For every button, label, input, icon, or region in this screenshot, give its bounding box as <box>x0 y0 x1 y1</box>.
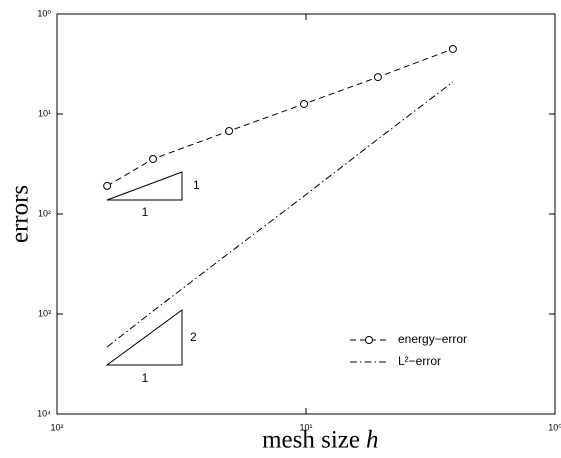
annotation: 2 <box>190 330 197 344</box>
annotation: 1 <box>142 371 149 385</box>
x-tick-label: 10² <box>50 422 63 432</box>
annotation: 1 <box>193 178 200 192</box>
y-tick-label: 10⁴ <box>37 408 51 418</box>
y-tick-label: 10³ <box>38 308 51 318</box>
y-tick-label: 10² <box>38 208 51 218</box>
point <box>149 154 158 163</box>
annotation: 1 <box>142 205 149 219</box>
series-line <box>106 81 454 348</box>
point <box>373 73 382 82</box>
point <box>225 127 234 136</box>
point <box>103 181 112 190</box>
x-axis-label: mesh size <box>262 427 360 454</box>
x-axis-variable: h <box>366 427 379 454</box>
slope-triangle <box>106 171 183 201</box>
point <box>300 99 309 108</box>
plot-frame <box>56 13 556 415</box>
y-axis-label: errors <box>7 185 34 243</box>
legend-label: energy−error <box>398 332 467 346</box>
x-tick-label: 10¹ <box>299 422 312 432</box>
y-tick-label: 10⁰ <box>37 8 51 18</box>
legend-label: L²−error <box>398 354 441 368</box>
legend-marker <box>365 336 373 344</box>
series-line <box>106 48 454 187</box>
y-tick-label: 10¹ <box>38 108 51 118</box>
point <box>448 44 457 53</box>
slope-triangle <box>105 309 183 366</box>
x-tick-label: 10⁰ <box>548 422 561 432</box>
